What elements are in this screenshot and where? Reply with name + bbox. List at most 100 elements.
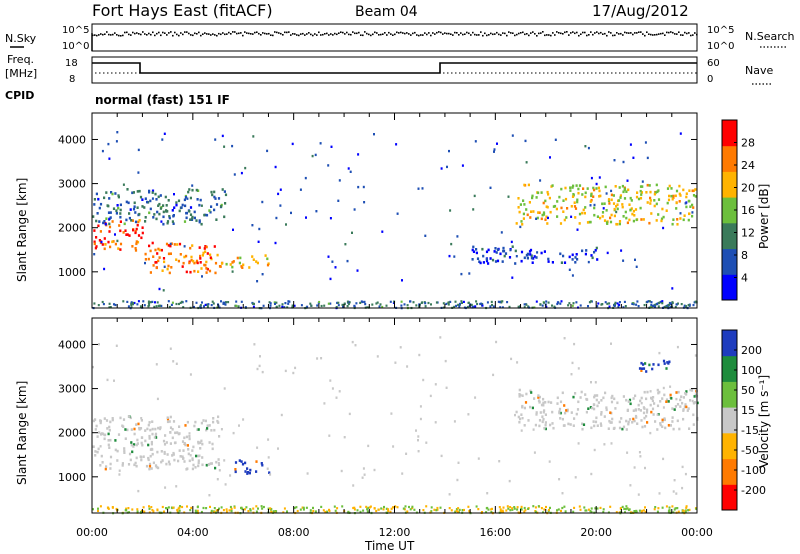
data-cell bbox=[134, 231, 137, 235]
data-cell bbox=[509, 509, 512, 512]
data-cell bbox=[171, 428, 174, 431]
data-cell bbox=[105, 217, 108, 220]
data-cell bbox=[606, 302, 609, 305]
data-cell bbox=[114, 233, 116, 236]
data-cell bbox=[675, 189, 679, 193]
data-cell bbox=[603, 219, 607, 222]
data-cell bbox=[616, 401, 619, 405]
data-cell bbox=[406, 365, 409, 368]
data-cell bbox=[269, 304, 272, 307]
data-cell bbox=[613, 207, 616, 211]
data-cell bbox=[692, 423, 695, 426]
data-cell bbox=[322, 509, 325, 512]
freq-tick-top: 18 bbox=[65, 58, 78, 69]
data-cell bbox=[189, 454, 192, 457]
noise-point bbox=[378, 34, 380, 36]
data-cell bbox=[316, 357, 319, 360]
data-cell bbox=[214, 261, 218, 265]
data-cell bbox=[111, 417, 114, 420]
data-cell bbox=[137, 300, 140, 303]
data-cell bbox=[415, 429, 417, 432]
data-cell bbox=[352, 506, 355, 510]
data-cell bbox=[304, 176, 307, 180]
data-cell bbox=[330, 145, 333, 148]
noise-point bbox=[606, 34, 608, 37]
data-cell bbox=[137, 220, 140, 224]
data-cell bbox=[151, 197, 154, 200]
data-cell bbox=[261, 370, 264, 374]
data-cell bbox=[157, 204, 160, 207]
noise-point bbox=[434, 33, 436, 35]
data-cell bbox=[266, 257, 269, 261]
data-cell bbox=[179, 505, 181, 508]
data-cell bbox=[529, 253, 532, 256]
data-cell bbox=[92, 365, 94, 369]
data-cell bbox=[230, 510, 233, 513]
data-cell bbox=[632, 156, 635, 159]
noise-point bbox=[576, 31, 578, 34]
data-cell bbox=[116, 204, 119, 207]
noise-point bbox=[688, 32, 690, 34]
noise-point bbox=[218, 32, 220, 35]
noise-point bbox=[676, 33, 678, 35]
data-cell bbox=[581, 427, 584, 431]
data-cell bbox=[515, 255, 518, 258]
data-cell bbox=[118, 473, 121, 476]
data-cell bbox=[684, 472, 687, 476]
colorbar-tick-label: 200 bbox=[741, 344, 762, 357]
data-cell bbox=[190, 218, 194, 221]
data-cell bbox=[637, 305, 640, 308]
data-cell bbox=[562, 254, 565, 258]
data-cell bbox=[379, 303, 382, 306]
data-cell bbox=[565, 216, 568, 219]
data-cell bbox=[507, 195, 510, 198]
data-cell bbox=[396, 506, 399, 509]
data-cell bbox=[523, 256, 526, 260]
data-cell bbox=[466, 305, 469, 309]
noise-point bbox=[178, 34, 180, 37]
data-cell bbox=[532, 428, 535, 431]
data-cell bbox=[102, 303, 105, 306]
data-cell bbox=[634, 208, 638, 211]
data-cell bbox=[606, 251, 609, 255]
noise-point bbox=[564, 31, 566, 34]
data-cell bbox=[523, 506, 526, 510]
data-cell bbox=[324, 510, 327, 514]
noise-point bbox=[154, 34, 156, 37]
data-cell bbox=[430, 506, 433, 509]
data-cell bbox=[608, 302, 611, 305]
data-cell bbox=[640, 369, 643, 372]
data-cell bbox=[148, 462, 152, 466]
data-cell bbox=[101, 149, 104, 153]
data-cell bbox=[148, 421, 151, 424]
noise-point bbox=[156, 32, 158, 35]
data-cell bbox=[192, 259, 195, 263]
data-cell bbox=[523, 510, 526, 513]
data-cell bbox=[94, 454, 97, 457]
data-cell bbox=[187, 190, 190, 194]
data-cell bbox=[117, 194, 120, 197]
data-cell bbox=[197, 459, 200, 462]
data-cell bbox=[314, 153, 317, 157]
data-cell bbox=[679, 212, 682, 215]
data-cell bbox=[660, 217, 664, 221]
data-cell bbox=[628, 203, 631, 206]
data-cell bbox=[178, 506, 181, 509]
data-cell bbox=[107, 507, 110, 510]
data-cell bbox=[558, 478, 561, 481]
data-cell bbox=[551, 410, 554, 414]
data-cell bbox=[430, 303, 432, 306]
data-cell bbox=[229, 474, 232, 477]
data-cell bbox=[278, 304, 281, 307]
data-cell bbox=[538, 395, 541, 399]
data-cell bbox=[309, 302, 312, 305]
data-cell bbox=[340, 469, 343, 473]
data-cell bbox=[570, 215, 573, 218]
data-cell bbox=[680, 303, 683, 306]
data-cell bbox=[509, 506, 512, 509]
data-cell bbox=[687, 304, 690, 307]
data-cell bbox=[135, 443, 138, 447]
data-cell bbox=[538, 419, 542, 422]
data-cell bbox=[568, 255, 571, 259]
data-cell bbox=[94, 246, 97, 250]
